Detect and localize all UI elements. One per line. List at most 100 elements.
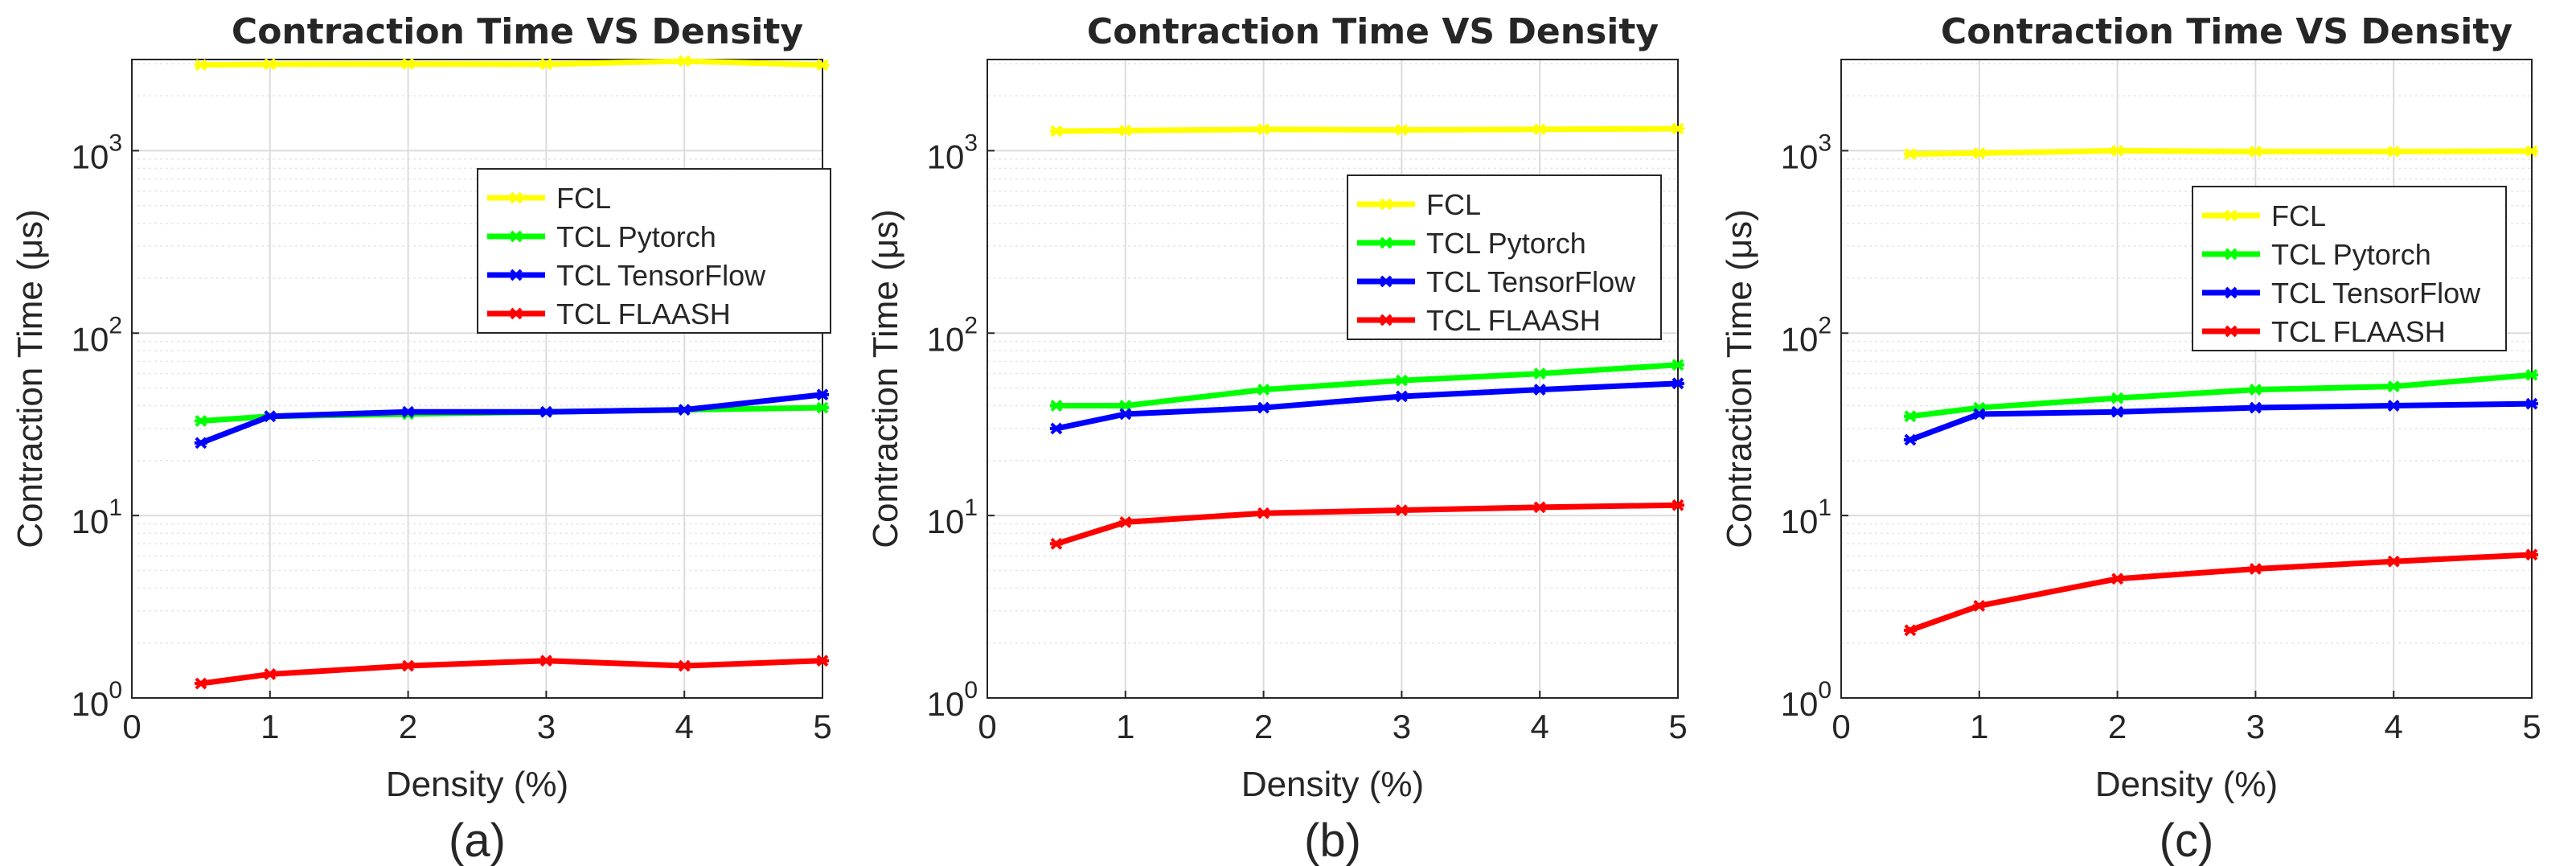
- data-point: [1903, 148, 1917, 160]
- x-tick-label: 1: [1970, 708, 1988, 745]
- data-point: [1118, 408, 1132, 421]
- chart-title: Contraction Time VS Density: [1941, 11, 2512, 52]
- y-axis-label: Contraction Time (μs): [10, 209, 50, 548]
- legend-marker: [510, 307, 523, 320]
- data-point: [2249, 401, 2262, 414]
- data-point: [2249, 563, 2262, 575]
- series-line-2: [1907, 371, 2535, 420]
- y-tick-label: 100: [1781, 677, 1832, 723]
- legend-label: TCL Pytorch: [556, 220, 716, 253]
- legend-marker: [2225, 209, 2238, 222]
- legend-marker: [2225, 248, 2238, 261]
- legend-marker: [2225, 286, 2238, 299]
- data-point: [539, 655, 553, 667]
- data-point: [2110, 405, 2124, 418]
- legend-marker: [2225, 325, 2238, 338]
- legend-marker: [510, 230, 523, 243]
- panel-label: (b): [1304, 815, 1361, 866]
- data-point: [1049, 422, 1063, 435]
- plot-area: [132, 60, 822, 698]
- data-point: [1257, 401, 1270, 414]
- y-tick-label: 100: [927, 677, 978, 723]
- data-point: [2110, 392, 2124, 404]
- legend-label: TCL FLAASH: [1426, 304, 1601, 337]
- chart-panel-3: 0 1 2 3 4 5 100 101 102 103 Contraction Time VS De…: [1720, 11, 2541, 866]
- data-point: [2387, 380, 2401, 393]
- legend-marker: [1380, 314, 1393, 326]
- x-tick-label: 4: [2385, 708, 2403, 745]
- chart-title: Contraction Time VS Density: [232, 11, 803, 52]
- plot-area: [1841, 60, 2532, 698]
- series-group: [1049, 122, 1684, 550]
- panel-label: (c): [2160, 815, 2214, 866]
- x-axis-label: Density (%): [2095, 765, 2278, 804]
- data-point: [194, 415, 207, 427]
- series-line-2: [1053, 362, 1681, 409]
- data-point: [401, 659, 415, 672]
- axes-box: [131, 59, 823, 699]
- data-point: [1049, 537, 1063, 550]
- legend-marker: [510, 269, 523, 281]
- legend-marker: [1380, 236, 1393, 249]
- data-point: [1972, 599, 1986, 612]
- data-point: [2387, 146, 2401, 158]
- data-point: [1257, 123, 1270, 136]
- data-point: [2249, 146, 2262, 158]
- legend-label: TCL TensorFlow: [2271, 277, 2481, 310]
- data-point: [1395, 504, 1409, 516]
- legend-marker: [1380, 275, 1393, 288]
- legend-label: TCL Pytorch: [2271, 238, 2431, 271]
- x-axis-label: Density (%): [386, 765, 568, 804]
- x-tick-label: 2: [399, 708, 417, 745]
- legend: FCL TCL Pytorch TCL TensorFlow TCL FLAASH: [1347, 174, 1662, 340]
- data-point: [1672, 122, 1684, 135]
- x-tick-label: 5: [1668, 708, 1687, 745]
- data-point: [401, 405, 415, 418]
- y-tick-label: 101: [927, 495, 978, 540]
- legend: FCL TCL Pytorch TCL TensorFlow TCL FLAASH: [477, 168, 831, 334]
- data-point: [263, 410, 277, 423]
- data-point: [1672, 377, 1684, 390]
- x-tick-label: 5: [813, 708, 831, 745]
- legend-label: FCL: [556, 182, 611, 215]
- data-point: [1903, 624, 1917, 637]
- series-line-3: [198, 392, 826, 446]
- data-point: [1533, 384, 1547, 396]
- data-point: [2525, 548, 2538, 561]
- data-point: [1672, 359, 1684, 371]
- data-point: [539, 58, 553, 71]
- data-point: [1672, 499, 1684, 511]
- x-tick-label: 3: [537, 708, 556, 745]
- x-tick-label: 1: [260, 708, 279, 745]
- data-point: [1903, 410, 1917, 423]
- y-axis-label: Contraction Time (μs): [1720, 209, 1759, 548]
- chart-panel-2: 0 1 2 3 4 5 100 101 102 103 Contraction Time VS De…: [866, 11, 1688, 866]
- data-point: [678, 55, 691, 68]
- plot-area: [987, 60, 1678, 698]
- legend-marker: [510, 191, 523, 204]
- data-point: [1972, 408, 1986, 421]
- data-point: [1533, 123, 1547, 136]
- x-tick-label: 3: [1393, 708, 1411, 745]
- series-line-1: [198, 58, 826, 68]
- data-point: [678, 404, 691, 417]
- x-tick-label: 1: [1116, 708, 1134, 745]
- series-line-4: [1907, 552, 2535, 634]
- legend-label: TCL Pytorch: [1426, 227, 1586, 260]
- axes-box: [1840, 59, 2533, 699]
- legend-label: TCL TensorFlow: [556, 259, 766, 292]
- panel-label: (a): [449, 815, 506, 866]
- data-point: [263, 668, 277, 680]
- data-point: [1395, 390, 1409, 403]
- data-point: [816, 655, 829, 667]
- x-tick-label: 2: [2108, 708, 2127, 745]
- data-point: [1533, 501, 1547, 514]
- x-tick-label: 3: [2246, 708, 2265, 745]
- series-group: [194, 55, 829, 690]
- data-point: [1049, 400, 1063, 412]
- data-point: [194, 59, 207, 72]
- legend-label: TCL FLAASH: [556, 298, 731, 330]
- x-tick-label: 4: [1531, 708, 1549, 745]
- data-point: [194, 437, 207, 449]
